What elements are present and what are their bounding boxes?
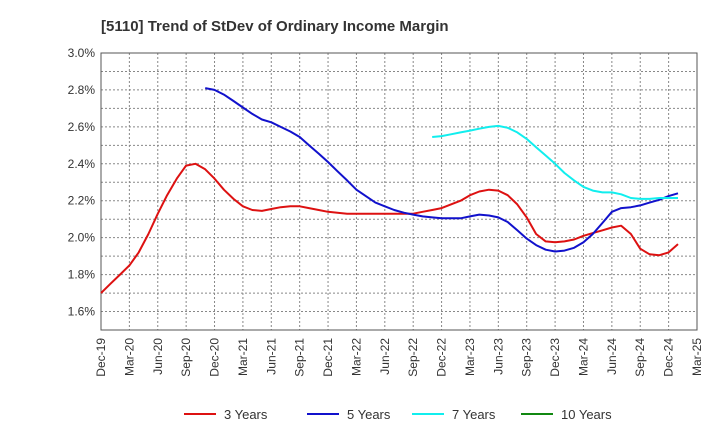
legend-label: 7 Years xyxy=(452,407,496,422)
series-line-5-years xyxy=(205,87,679,253)
y-tick-label: 3.0% xyxy=(68,46,96,60)
y-tick-label: 2.8% xyxy=(68,83,96,97)
x-tick-label: Sep-21 xyxy=(293,338,307,377)
x-tick-label: Mar-22 xyxy=(349,338,363,376)
legend-item: 3 Years xyxy=(184,407,268,422)
y-tick-label: 2.0% xyxy=(68,231,96,245)
chart-title: [5110] Trend of StDev of Ordinary Income… xyxy=(101,18,449,35)
x-tick-label: Mar-20 xyxy=(122,338,136,376)
legend-item: 7 Years xyxy=(412,407,496,422)
legend-label: 5 Years xyxy=(347,407,391,422)
x-tick-label: Mar-23 xyxy=(463,338,477,376)
x-tick-label: Mar-24 xyxy=(576,338,590,376)
x-tick-label: Sep-22 xyxy=(406,338,420,377)
x-tick-label: Jun-21 xyxy=(264,338,278,375)
x-tick-label: Dec-22 xyxy=(435,338,449,377)
x-tick-label: Jun-24 xyxy=(605,338,619,375)
plot-area: 1.6% 1.8% 2.0% 2.2% 2.4% 2.6% 2.8% 3.0% Dec-19 Ma… xyxy=(68,46,704,377)
plot-frame xyxy=(100,52,698,331)
x-tick-label: Sep-24 xyxy=(633,338,647,377)
x-tick-label: Jun-23 xyxy=(491,338,505,375)
x-tick-label: Dec-24 xyxy=(662,338,676,377)
x-tick-label: Dec-19 xyxy=(94,338,108,377)
x-tick-label: Dec-23 xyxy=(548,338,562,377)
legend-item: 5 Years xyxy=(307,407,391,422)
series-line-7-years xyxy=(432,124,678,200)
y-tick-label: 2.6% xyxy=(68,120,96,134)
y-tick-label: 1.8% xyxy=(68,268,96,282)
x-tick-label: Jun-22 xyxy=(378,338,392,375)
series-line-3-years xyxy=(100,162,679,294)
x-tick-label: Sep-20 xyxy=(179,338,193,377)
legend: 3 Years 5 Years 7 Years 10 Years xyxy=(184,407,612,422)
y-tick-label: 2.4% xyxy=(68,157,96,171)
x-tick-label: Dec-21 xyxy=(321,338,335,377)
legend-item: 10 Years xyxy=(521,407,612,422)
x-tick-label: Jun-20 xyxy=(151,338,165,375)
legend-label: 3 Years xyxy=(224,407,268,422)
y-tick-label: 1.6% xyxy=(68,305,96,319)
x-tick-label: Dec-20 xyxy=(208,338,222,377)
legend-label: 10 Years xyxy=(561,407,612,422)
y-tick-label: 2.2% xyxy=(68,194,96,208)
x-tick-label: Sep-23 xyxy=(520,338,534,377)
x-tick-label: Mar-21 xyxy=(236,338,250,376)
x-tick-label: Mar-25 xyxy=(690,338,704,376)
